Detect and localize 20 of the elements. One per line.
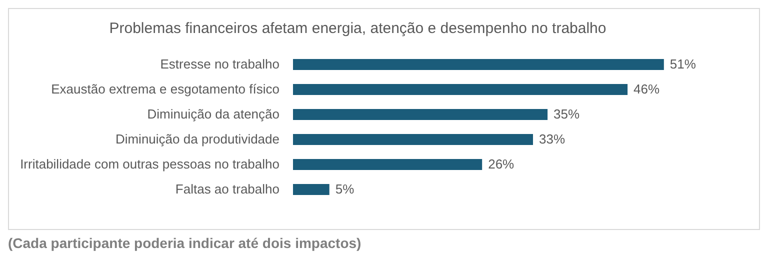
y-tick-label: Exaustão extrema e esgotamento físico	[51, 82, 280, 96]
bar	[293, 184, 330, 195]
y-tick-label: Faltas ao trabalho	[175, 182, 280, 196]
text: (Cada participante poderia indicar até dois impactos)	[8, 235, 362, 251]
data-label: 51%	[670, 56, 696, 72]
data-label: 33%	[539, 132, 566, 146]
y-tick-label: Diminuição da atenção	[147, 106, 280, 122]
bar	[293, 84, 628, 95]
y-tick-label: Estresse no trabalho	[160, 56, 280, 72]
y-tick-label: Irritabilidade com outras pessoas no trabalho	[20, 156, 280, 172]
bar	[293, 59, 664, 70]
data-label: 26%	[488, 156, 515, 172]
y-tick-label: Diminuição da produtividade	[115, 132, 280, 146]
chart-title: Problemas financeiros afetam energia, atenção e desempenho no trabalho	[109, 20, 606, 37]
bar	[293, 109, 548, 120]
bar	[293, 134, 533, 145]
bar	[293, 159, 482, 170]
data-label: 35%	[554, 106, 580, 122]
data-label: 46%	[634, 82, 660, 96]
data-label: 5%	[335, 182, 355, 196]
